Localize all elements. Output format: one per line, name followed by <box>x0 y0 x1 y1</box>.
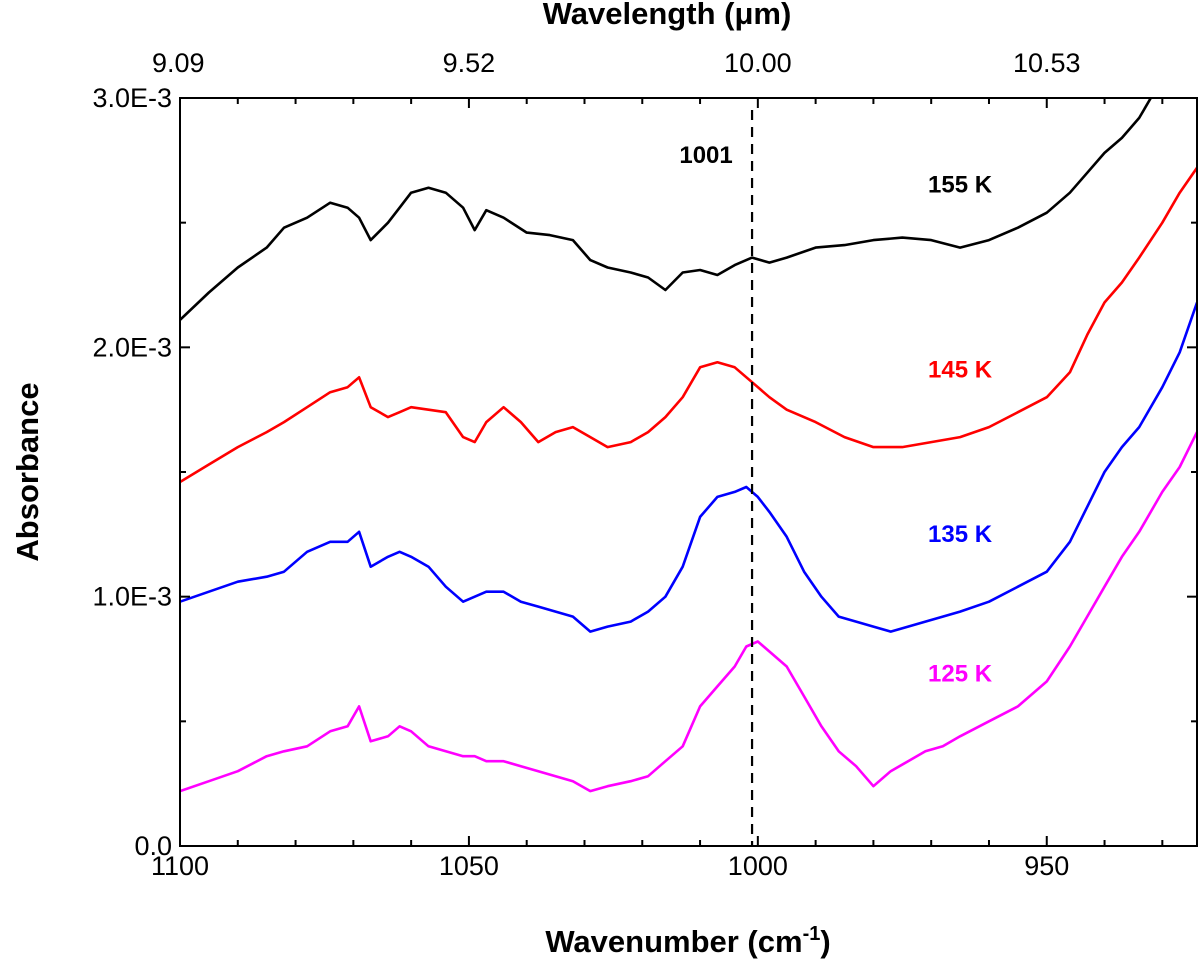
y-tick-label-2: 2.0E-3 <box>92 332 172 362</box>
x-tick-label-3: 950 <box>1024 851 1069 881</box>
x-axis-title: Wavenumber (cm-1) <box>545 923 830 959</box>
x2-axis-title: Wavelength (μm) <box>543 0 792 31</box>
x-tick-label-0: 1100 <box>151 851 209 881</box>
x2-tick-label-3: 10.53 <box>1013 48 1081 78</box>
x-tick-label-1: 1050 <box>439 851 499 881</box>
series-line-3 <box>180 431 1197 793</box>
series-label-0: 155 K <box>928 172 993 199</box>
annotation-label: 1001 <box>679 142 732 169</box>
x-axis-title-close: ) <box>820 924 830 959</box>
series-label-2: 135 K <box>928 521 993 548</box>
x2-tick-label-2: 10.00 <box>724 48 792 78</box>
y-axis-title: Absorbance <box>10 382 45 561</box>
series-line-0 <box>180 98 1152 321</box>
x-axis-title-sup: -1 <box>803 923 821 945</box>
series-line-1 <box>180 167 1197 484</box>
series-label-3: 125 K <box>928 660 993 687</box>
x2-tick-label-1: 9.52 <box>443 48 496 78</box>
x-tick-label-2: 1000 <box>728 851 788 881</box>
series-line-2 <box>180 302 1197 633</box>
x2-tick-label-0: 9.09 <box>152 48 205 78</box>
series-label-1: 145 K <box>928 356 993 383</box>
y-tick-label-0: 0.0 <box>134 831 172 861</box>
x-axis-title-main: Wavenumber (cm <box>545 924 802 959</box>
y-tick-label-1: 1.0E-3 <box>92 582 172 612</box>
y-tick-label-3: 3.0E-3 <box>92 83 172 113</box>
